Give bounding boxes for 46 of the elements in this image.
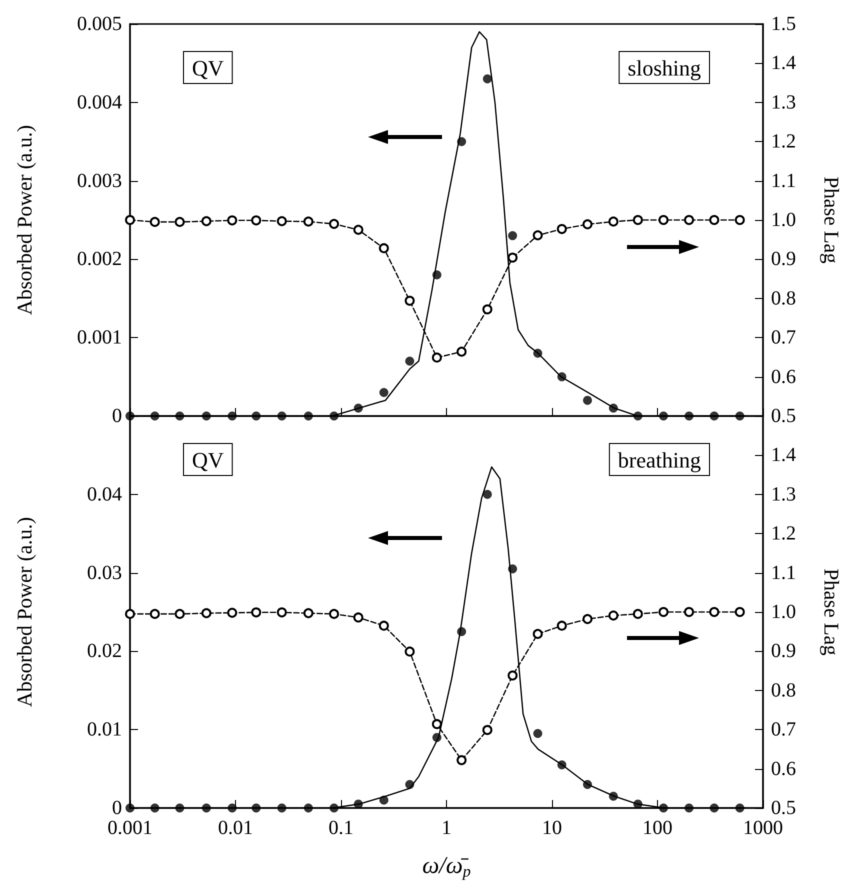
y-tick-label: 0.02 [87, 640, 122, 662]
y-tick-label: 0.004 [77, 91, 122, 114]
x-tick-label: 0.01 [218, 817, 253, 839]
y2-tick-label: 0.5 [771, 405, 796, 427]
y-tick-label: 0 [112, 797, 122, 819]
y2-tick-label: 1.1 [771, 170, 796, 192]
x-tick-label: 0.1 [328, 817, 354, 839]
y-tick-label: 0.002 [77, 248, 122, 270]
y2-tick-label: 1.3 [771, 483, 796, 506]
annotation: QV [192, 448, 224, 472]
y2-tick-label: 0.8 [771, 679, 796, 702]
y2-tick-label: 1.2 [771, 522, 796, 545]
y2-tick-label: 1.4 [771, 52, 796, 74]
x-tick-label: 100 [642, 817, 672, 839]
y2-tick-label: 1.3 [771, 91, 796, 114]
y-tick-label: 0.005 [77, 13, 122, 35]
y2-tick-label: 0.7 [771, 718, 796, 741]
y2-tick-label: 1.4 [771, 444, 796, 466]
y-tick-label: 0 [112, 405, 122, 427]
y-tick-label: 0.04 [87, 483, 122, 506]
y-tick-label: 0.01 [87, 718, 122, 741]
y-tick-label: 0.03 [87, 562, 122, 584]
y2-axis-title: Phase Lag [820, 176, 844, 264]
y2-tick-label: 1.1 [771, 562, 796, 584]
y-tick-label: 0.003 [77, 170, 122, 192]
y-axis-title: Absorbed Power (a.u.) [12, 124, 36, 316]
y2-tick-label: 0.6 [771, 758, 796, 780]
annotation: sloshing [628, 56, 702, 80]
y2-tick-label: 0.9 [771, 640, 796, 662]
y2-tick-label: 0.7 [771, 326, 796, 349]
y2-tick-label: 1.5 [771, 13, 796, 35]
y2-tick-label: 0.8 [771, 287, 796, 310]
y2-tick-label: 1.0 [771, 601, 796, 623]
x-tick-label: 1 [442, 817, 452, 839]
y2-tick-label: 0.6 [771, 366, 796, 388]
y-tick-label: 0.001 [77, 326, 122, 349]
y-axis-title: Absorbed Power (a.u.) [12, 516, 36, 708]
y2-tick-label: 0.9 [771, 248, 796, 270]
y2-axis-title: Phase Lag [820, 568, 844, 656]
y2-tick-label: 1.2 [771, 130, 796, 153]
annotation: breathing [618, 448, 702, 472]
annotation: QV [192, 56, 224, 80]
x-tick-label: 10 [542, 817, 562, 839]
y2-tick-label: 1.0 [771, 209, 796, 231]
y2-tick-label: 0.5 [771, 797, 796, 819]
x-tick-label: 1000 [743, 817, 783, 839]
